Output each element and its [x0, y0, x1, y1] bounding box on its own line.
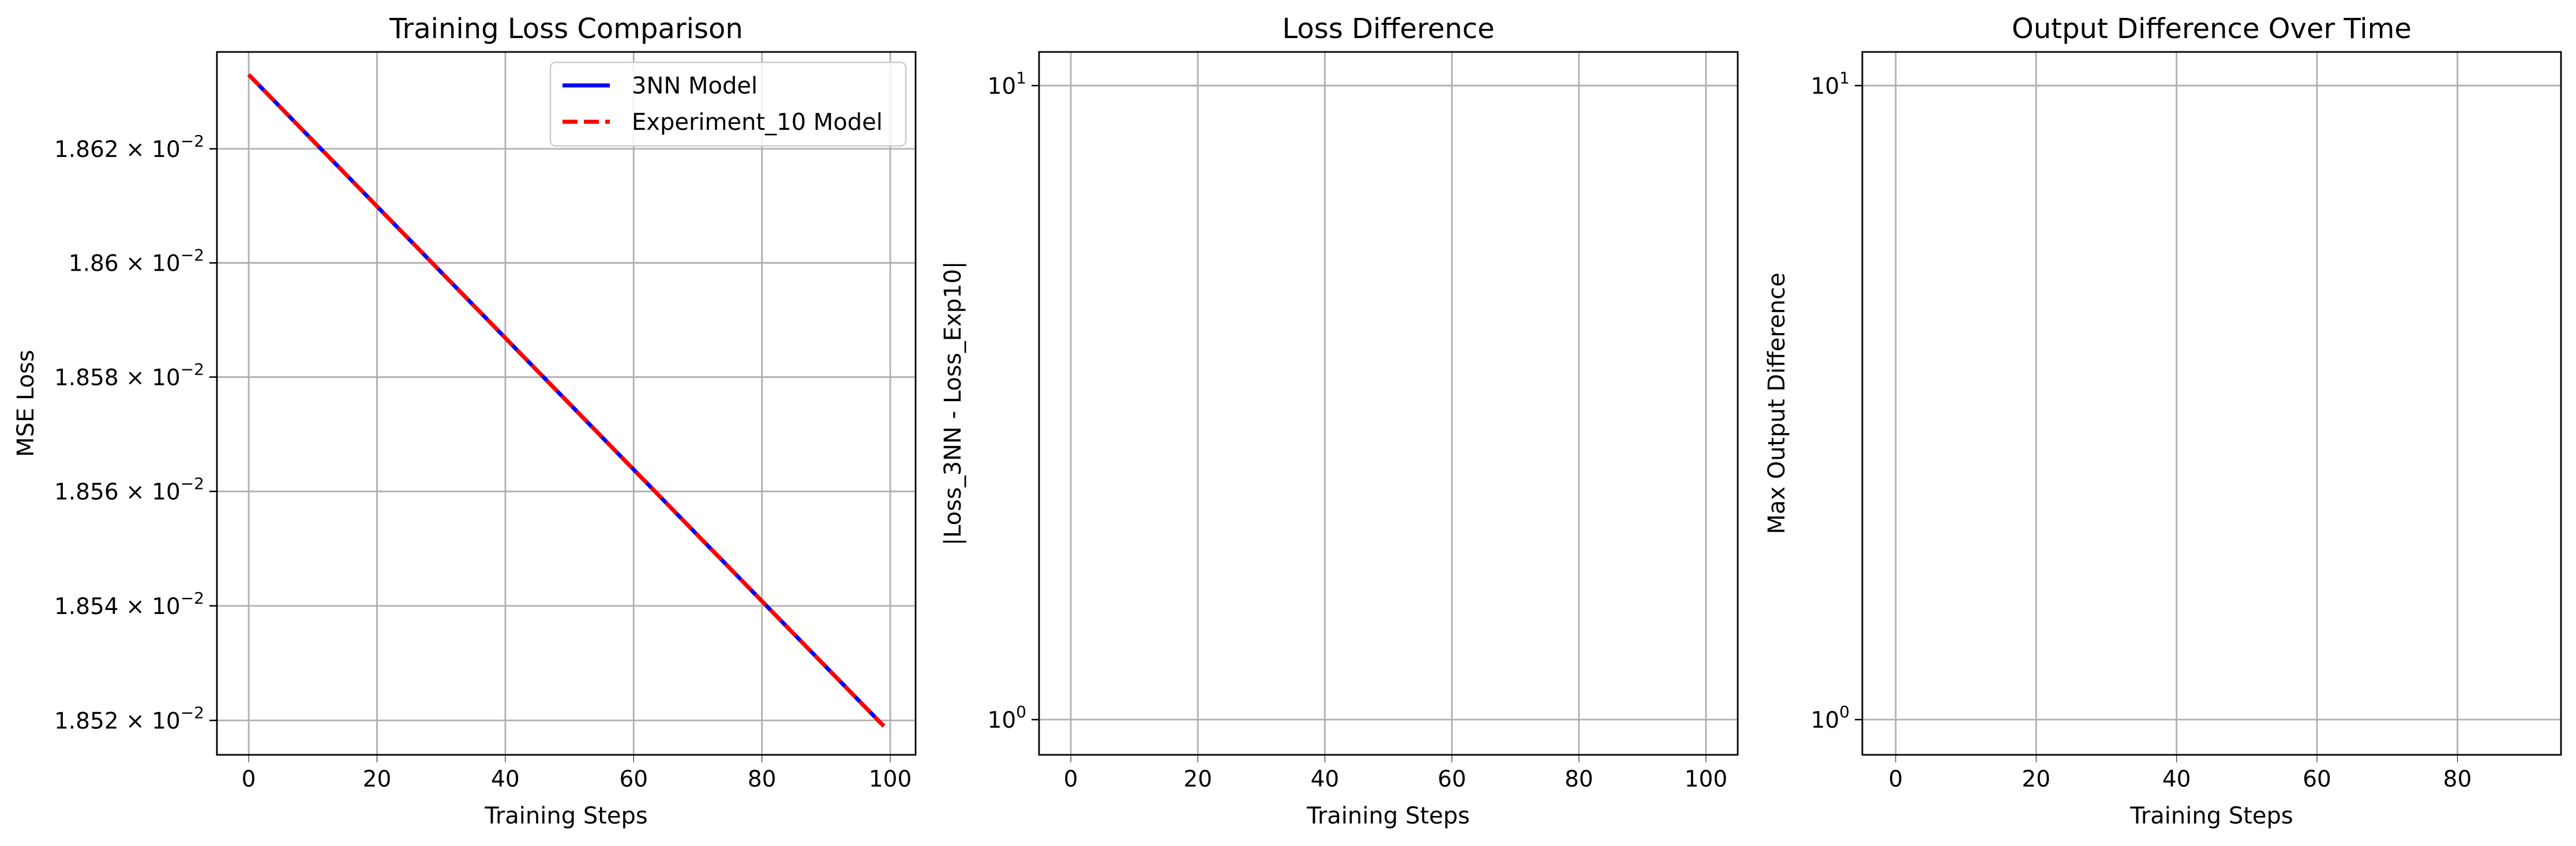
y-tick-label: 100: [988, 702, 1026, 733]
y-tick-mantissa: 1.852: [54, 708, 119, 734]
y-tick-label: 1.856 × 10−2: [54, 474, 204, 506]
y-tick-base: 10: [988, 708, 1017, 733]
y-tick-exponent: −2: [181, 246, 204, 265]
x-tick-label: 40: [1311, 766, 1340, 792]
y-axis-label: MSE Loss: [13, 350, 39, 457]
x-axis-label: Training Steps: [484, 803, 647, 829]
y-tick-mantissa: 1.86: [69, 251, 119, 277]
x-tick-label: 60: [1438, 766, 1467, 792]
x-tick-label: 80: [1565, 766, 1593, 792]
legend-box: [549, 61, 907, 147]
grid: [1862, 52, 2561, 755]
x-axis-label: Training Steps: [2129, 803, 2293, 829]
x-tick-label: 20: [1183, 766, 1212, 792]
x-axis-label: Training Steps: [1306, 803, 1469, 829]
x-tick-label: 80: [748, 766, 777, 792]
axes-frame: [1861, 51, 2562, 756]
x-tick-label: 80: [2443, 766, 2472, 792]
y-tick-times: × 10: [119, 137, 181, 163]
y-tick-exponent: 1: [1016, 68, 1026, 87]
y-tick-exponent: −2: [181, 703, 204, 722]
y-tick-exponent: −2: [181, 589, 204, 608]
y-tick-exponent: 0: [1016, 702, 1026, 721]
grid: [217, 52, 916, 755]
x-tick-label: 100: [1685, 766, 1727, 792]
y-axis-label: Max Output Difference: [1764, 272, 1790, 534]
x-tick-label: 40: [2162, 766, 2191, 792]
x-tick-label: 60: [619, 766, 648, 792]
chart-title: Loss Difference: [1283, 13, 1495, 45]
y-tick-mantissa: 1.858: [54, 365, 119, 391]
y-tick-times: × 10: [119, 480, 181, 506]
series-line-experiment-10-model: [247, 73, 886, 728]
y-axis-label: |Loss_3NN - Loss_Exp10|: [940, 261, 966, 546]
chart-title: Output Difference Over Time: [2012, 13, 2412, 45]
legend-label: Experiment_10 Model: [632, 109, 883, 136]
y-tick-label: 100: [1811, 702, 1850, 733]
y-tick-times: × 10: [119, 708, 181, 734]
y-tick-exponent: −2: [181, 132, 204, 151]
y-tick-exponent: 0: [1839, 702, 1850, 721]
y-tick-base: 10: [988, 73, 1017, 99]
y-tick-label: 1.862 × 10−2: [54, 132, 204, 163]
x-tick-label: 40: [491, 766, 520, 792]
x-tick-label: 0: [242, 766, 256, 792]
y-tick-label: 1.852 × 10−2: [54, 703, 204, 734]
x-tick-label: 60: [2303, 766, 2331, 792]
y-tick-label: 1.854 × 10−2: [54, 589, 204, 620]
y-tick-times: × 10: [119, 594, 181, 620]
legend: 3NN Model Experiment_10 Model: [549, 61, 907, 147]
x-tick-label: 0: [1064, 766, 1078, 792]
y-tick-base: 10: [1811, 73, 1840, 99]
legend-label: 3NN Model: [632, 73, 758, 99]
grid: [1039, 52, 1738, 755]
y-tick-label: 101: [988, 68, 1026, 99]
y-tick-mantissa: 1.856: [54, 480, 119, 506]
y-tick-base: 10: [1811, 708, 1840, 733]
y-tick-times: × 10: [119, 365, 181, 391]
y-tick-mantissa: 1.862: [54, 137, 119, 163]
x-tick-label: 20: [2022, 766, 2050, 792]
y-tick-exponent: −2: [181, 474, 204, 493]
axes-frame: [1038, 51, 1739, 756]
y-tick-mantissa: 1.854: [54, 594, 119, 620]
x-tick-label: 0: [1888, 766, 1903, 792]
axes-frame: [216, 51, 917, 756]
y-tick-label: 101: [1811, 68, 1850, 99]
y-tick-label: 1.858 × 10−2: [54, 360, 204, 391]
x-tick-label: 100: [869, 766, 912, 792]
y-tick-label: 1.86 × 10−2: [69, 246, 204, 277]
y-tick-exponent: 1: [1839, 68, 1850, 87]
y-tick-times: × 10: [119, 251, 181, 277]
y-tick-exponent: −2: [181, 360, 204, 379]
x-tick-label: 20: [363, 766, 392, 792]
chart-title: Training Loss Comparison: [389, 13, 743, 45]
